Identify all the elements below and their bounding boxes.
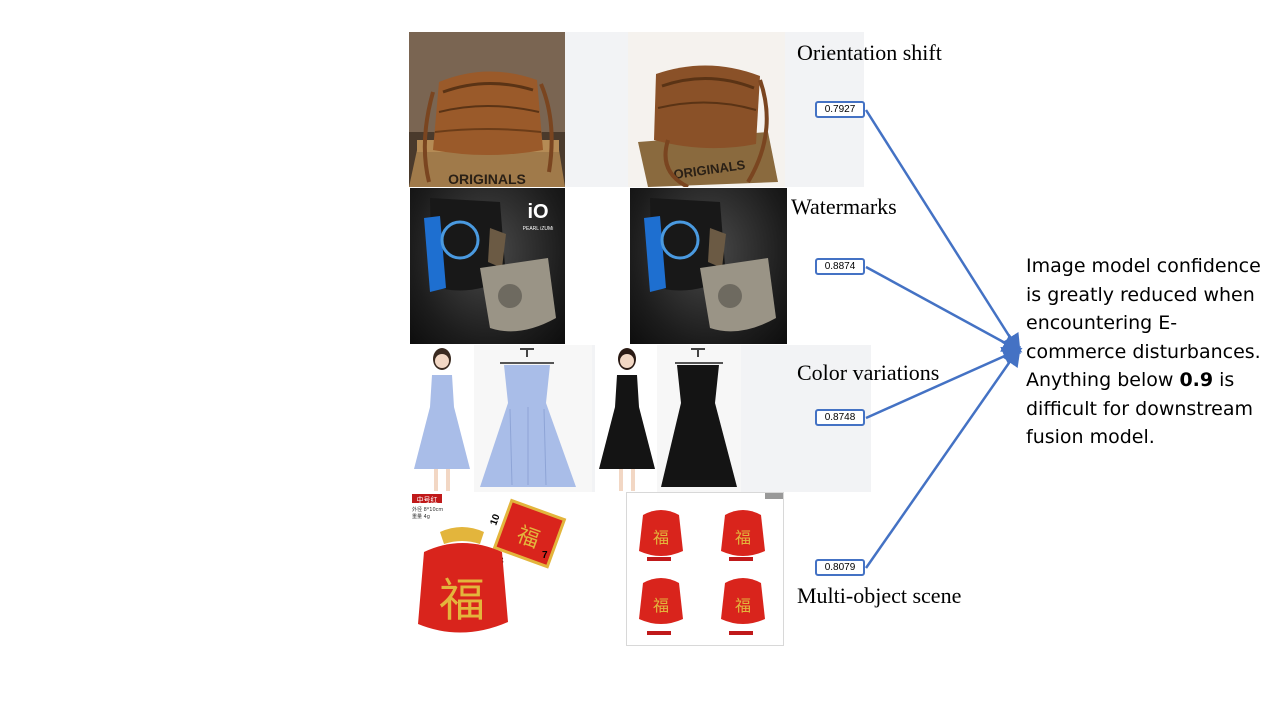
black-dress-image xyxy=(595,345,741,492)
note-text-after: is difficult for downstream fusion model… xyxy=(1026,369,1253,448)
score-color-variations: 0.8748 xyxy=(815,409,865,426)
red-gift-bag-image: 中号红 外径 8*10cm 重量 4g 福 10 8 7 福 xyxy=(410,492,580,642)
score-watermarks: 0.8874 xyxy=(815,258,865,275)
watermark-logo-sub: PEARL iZUMi xyxy=(523,226,554,232)
size-tag: 中号红 xyxy=(417,495,438,504)
watermark-logo: iO xyxy=(527,201,548,223)
confidence-note: Image model confidence is greatly reduce… xyxy=(1026,252,1276,452)
score-multi-object-scene: 0.8079 xyxy=(815,559,865,576)
fu-char-grid-1: 福 xyxy=(653,528,669,547)
dimension-a: 10 xyxy=(488,512,502,527)
spec-weight: 重量 4g xyxy=(412,513,430,520)
gloves-with-logo-image: iO PEARL iZUMi xyxy=(410,188,565,344)
caption-orientation-shift: Orientation shift xyxy=(797,40,942,65)
caption-watermarks: Watermarks xyxy=(791,194,897,219)
bag-angled-image: ORIGINALS xyxy=(628,32,785,187)
arrow-multi-object xyxy=(864,345,1021,569)
score-orientation-shift: 0.7927 xyxy=(815,101,865,118)
fu-char-large: 福 xyxy=(439,573,485,627)
note-text-before: Image model confidence is greatly reduce… xyxy=(1026,255,1261,391)
arrow-orientation xyxy=(864,109,1021,355)
crate-print: ORIGINALS xyxy=(448,171,526,187)
gloves-no-logo-image xyxy=(630,188,787,344)
caption-multi-object-scene: Multi-object scene xyxy=(797,583,962,608)
blue-dress-image xyxy=(410,345,592,492)
fu-char-grid-2: 福 xyxy=(735,528,751,547)
bag-front-image: ORIGINALS xyxy=(409,32,565,187)
red-gift-bag-grid-image: 福 福 福 福 xyxy=(626,492,784,646)
arrow-color xyxy=(865,346,1023,420)
note-threshold: 0.9 xyxy=(1179,369,1214,391)
spec-size: 外径 8*10cm xyxy=(412,506,443,513)
caption-color-variations: Color variations xyxy=(797,360,940,385)
arrow-watermarks xyxy=(865,265,1023,353)
fu-char-grid-3: 福 xyxy=(653,596,669,615)
fu-char-grid-4: 福 xyxy=(735,596,751,615)
dimension-c: 7 xyxy=(542,550,548,561)
bag-cell-1: 福 xyxy=(639,510,683,556)
